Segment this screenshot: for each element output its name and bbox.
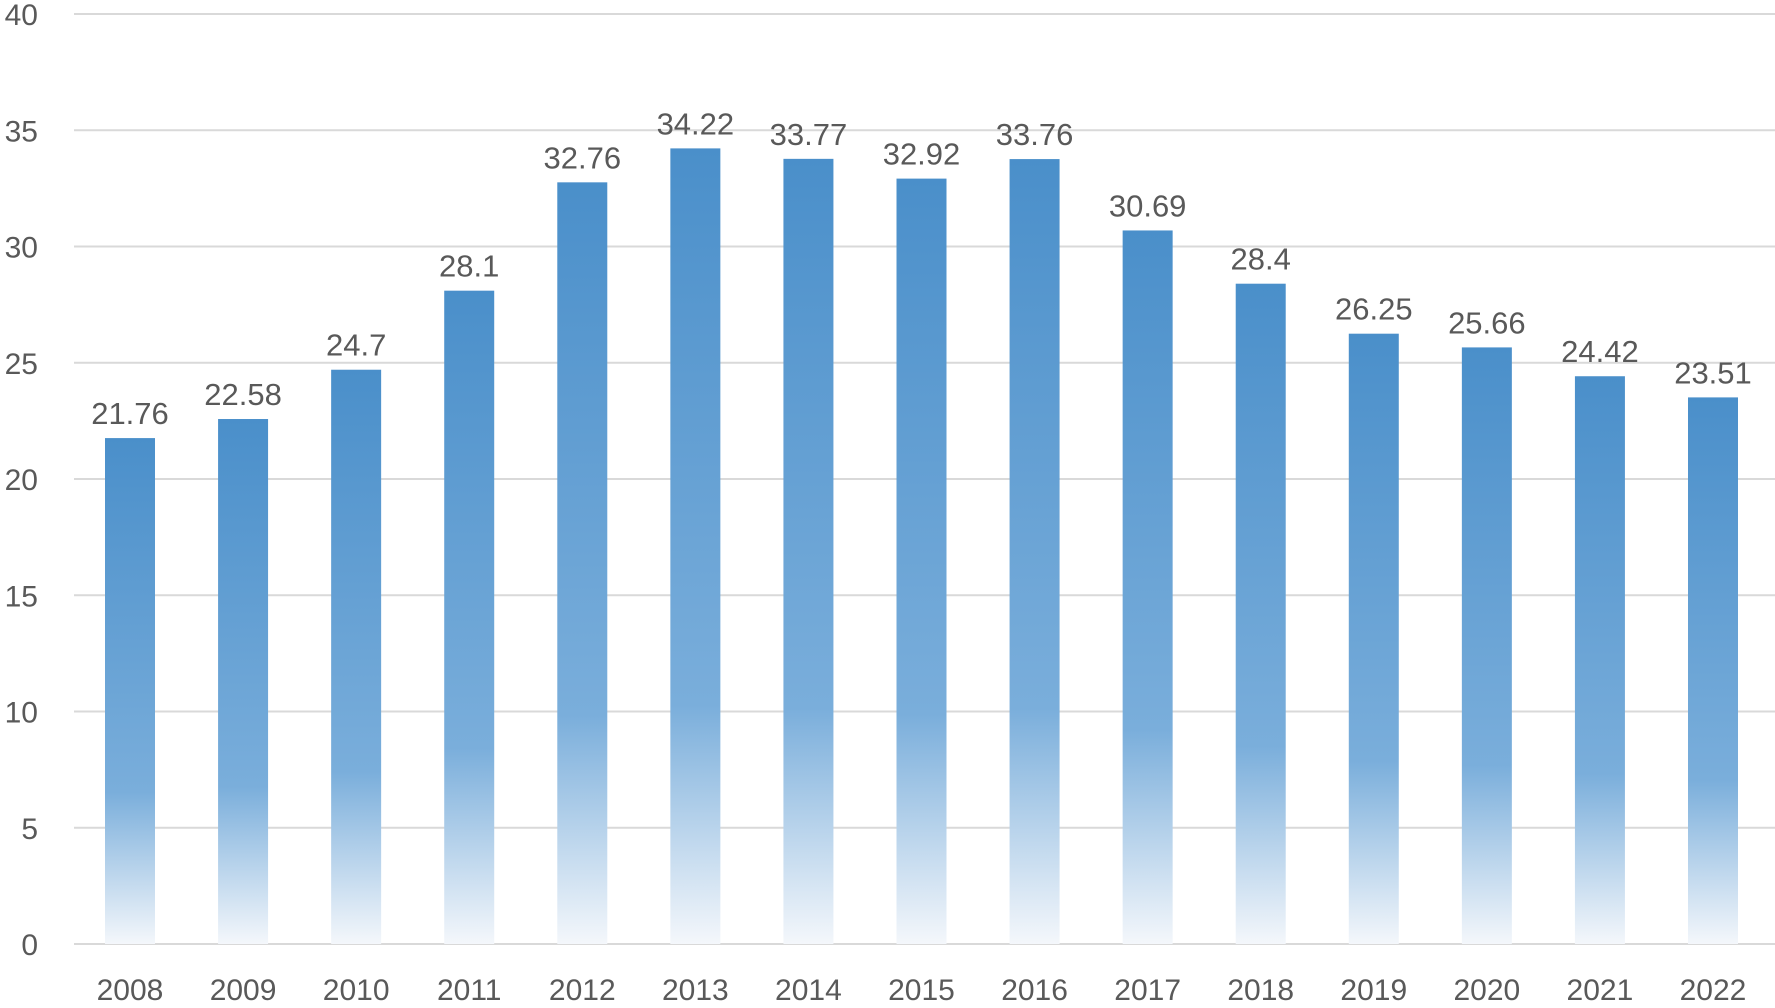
x-tick-label-2018: 2018 (1227, 974, 1294, 1007)
x-tick-label-2020: 2020 (1453, 974, 1520, 1007)
x-axis-ticks: 2008 2009 2010 2011 2012 2013 2014 2015 2016 2017… (97, 974, 1747, 1007)
x-tick-label-2017: 2017 (1114, 974, 1181, 1007)
x-tick-label-2014: 2014 (775, 974, 842, 1007)
bars (105, 148, 1738, 945)
bar-2009 (218, 419, 269, 944)
data-label-2013: 34.22 (657, 106, 735, 141)
y-tick-label: 10 (5, 697, 38, 730)
data-label-2010: 24.7 (326, 328, 386, 363)
x-tick-label-2008: 2008 (97, 974, 164, 1007)
y-tick-label: 35 (5, 115, 38, 148)
bar-2018 (1235, 283, 1286, 944)
bar-2020 (1461, 347, 1512, 944)
x-tick-label-2021: 2021 (1567, 974, 1634, 1007)
bar-2014 (783, 158, 834, 944)
data-label-2008: 21.76 (91, 396, 169, 431)
y-tick-label: 25 (5, 348, 38, 381)
x-tick-label-2013: 2013 (662, 974, 729, 1007)
bar-2013 (670, 148, 721, 944)
bar-2008 (105, 438, 155, 944)
data-label-2019: 26.25 (1335, 292, 1413, 327)
bar-2015 (896, 178, 947, 945)
data-label-2014: 33.77 (770, 117, 848, 152)
x-tick-label-2009: 2009 (210, 974, 277, 1007)
data-label-2017: 30.69 (1109, 188, 1187, 223)
data-label-2011: 28.1 (439, 249, 499, 284)
data-label-2016: 33.76 (996, 117, 1074, 152)
bar-2012 (557, 182, 608, 944)
y-tick-label: 30 (5, 232, 38, 265)
data-labels: 21.76 22.58 24.7 28.1 32.76 34.22 33.77 32.92 33… (91, 106, 1752, 431)
bar-2016 (1009, 159, 1060, 944)
data-label-2015: 32.92 (883, 137, 961, 172)
y-tick-label: 20 (5, 464, 38, 497)
data-label-2022: 23.51 (1674, 355, 1752, 390)
bar-2011 (444, 290, 495, 944)
data-label-2020: 25.66 (1448, 305, 1526, 340)
bar-2022 (1688, 397, 1738, 945)
x-tick-label-2012: 2012 (549, 974, 616, 1007)
data-label-2009: 22.58 (204, 377, 282, 412)
data-label-2018: 28.4 (1231, 242, 1291, 277)
x-tick-label-2010: 2010 (323, 974, 390, 1007)
data-label-2021: 24.42 (1561, 334, 1639, 369)
y-tick-label: 0 (21, 929, 38, 962)
y-tick-label: 5 (21, 813, 38, 846)
data-label-2012: 32.76 (543, 140, 621, 175)
x-tick-label-2022: 2022 (1680, 974, 1747, 1007)
bar-2010 (331, 369, 382, 945)
bar-2017 (1122, 230, 1173, 944)
y-tick-label: 40 (5, 0, 38, 32)
bar-2021 (1574, 376, 1625, 944)
bar-2019 (1348, 333, 1399, 944)
x-tick-label-2011: 2011 (437, 974, 502, 1007)
y-axis-ticks: 0 5 10 15 20 25 30 35 40 (5, 0, 38, 962)
y-tick-label: 15 (5, 580, 38, 613)
x-tick-label-2016: 2016 (1001, 974, 1068, 1007)
x-tick-label-2015: 2015 (888, 974, 955, 1007)
x-tick-label-2019: 2019 (1340, 974, 1407, 1007)
